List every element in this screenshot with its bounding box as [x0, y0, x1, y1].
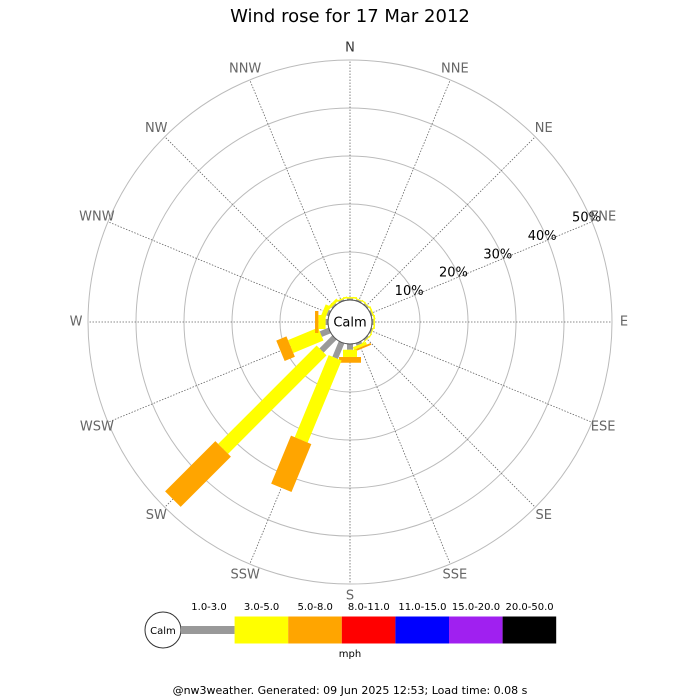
- legend-label: 5.0-8.0: [297, 602, 332, 613]
- direction-label: S: [346, 589, 354, 604]
- wind-segment: [363, 303, 369, 309]
- direction-label: N: [345, 41, 355, 56]
- spoke: [365, 337, 536, 508]
- direction-label: WNW: [79, 210, 115, 225]
- spoke: [358, 79, 451, 302]
- legend-label: 15.0-20.0: [452, 602, 500, 613]
- wind-segment: [294, 355, 342, 443]
- calm-label: Calm: [333, 316, 366, 331]
- spoke: [107, 221, 330, 314]
- wind-segment: [369, 310, 373, 317]
- wind-segment: [315, 311, 319, 333]
- wind-segment: [361, 333, 373, 345]
- spoke: [249, 79, 342, 302]
- legend-swatch: [502, 616, 557, 644]
- wind-segment: [352, 341, 367, 350]
- direction-label: NNE: [441, 61, 469, 76]
- wind-segment: [355, 299, 362, 303]
- wind-segment: [343, 349, 357, 357]
- wind-segment: [338, 299, 345, 303]
- legend-swatch: [341, 616, 396, 644]
- direction-label: E: [620, 315, 628, 330]
- spoke: [164, 136, 335, 307]
- r-tick-label: 20%: [439, 266, 468, 281]
- wind-segment: [332, 341, 345, 359]
- direction-label: SW: [146, 508, 167, 523]
- direction-label: NW: [145, 121, 168, 136]
- legend-label: 8.0-11.0: [348, 602, 390, 613]
- wind-segment: [334, 296, 348, 304]
- legend-units: mph: [339, 649, 361, 660]
- spoke: [358, 342, 451, 565]
- wind-segment: [325, 319, 328, 325]
- wind-segment: [347, 344, 353, 350]
- wind-segment: [355, 341, 363, 346]
- wind-segment: [326, 309, 331, 317]
- wind-segment: [165, 441, 231, 507]
- wind-segment: [319, 335, 337, 353]
- r-tick-label: 30%: [483, 247, 512, 262]
- calm-circle: [327, 299, 373, 345]
- wind-segment: [352, 296, 366, 304]
- wind-segment: [319, 327, 331, 337]
- chart-title: Wind rose for 17 Mar 2012: [230, 6, 470, 27]
- wind-segment: [363, 335, 369, 341]
- wind-segment: [276, 336, 295, 361]
- direction-label: NE: [535, 121, 553, 136]
- direction-label: W: [70, 315, 83, 330]
- r-tick-label: 10%: [395, 284, 424, 299]
- wind-segment: [368, 324, 376, 338]
- legend-label: 11.0-15.0: [398, 602, 446, 613]
- legend-swatch: [181, 626, 235, 634]
- direction-label: ENE: [590, 210, 616, 225]
- wind-segment: [218, 345, 327, 454]
- legend-label: 1.0-3.0: [191, 602, 226, 613]
- legend-label: 3.0-5.0: [244, 602, 279, 613]
- direction-label: SSE: [442, 568, 467, 583]
- wind-segment: [331, 303, 337, 309]
- legend-swatch: [234, 616, 289, 644]
- direction-label: NNW: [229, 61, 261, 76]
- legend-swatch: [288, 616, 342, 644]
- direction-label: WSW: [80, 419, 114, 434]
- spoke: [370, 330, 593, 423]
- grid-ring: [87, 59, 613, 585]
- legend-calm-label: Calm: [150, 626, 176, 637]
- legend-label: 20.0-50.0: [506, 602, 554, 613]
- spoke: [370, 221, 593, 314]
- r-tick-label: 40%: [528, 229, 557, 244]
- r-tick-label: 50%: [572, 211, 601, 226]
- footer: @nw3weather. Generated: 09 Jun 2025 12:5…: [173, 684, 528, 697]
- direction-label: ESE: [591, 419, 616, 434]
- wind-segment: [287, 327, 324, 354]
- spoke: [365, 136, 536, 307]
- wind-segment: [369, 327, 373, 334]
- direction-label: SSW: [230, 568, 260, 583]
- direction-label: SE: [536, 508, 552, 523]
- wind-segment: [339, 356, 361, 363]
- legend-swatch: [449, 616, 503, 644]
- wind-segment: [271, 435, 312, 492]
- legend-swatch: [395, 616, 449, 644]
